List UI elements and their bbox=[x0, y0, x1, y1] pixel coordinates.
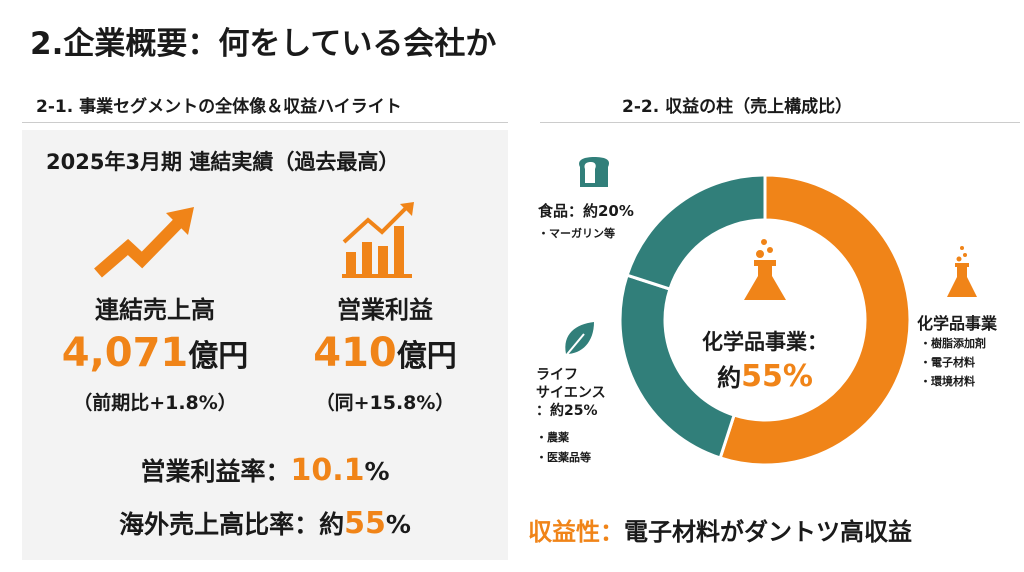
donut-chart bbox=[618, 173, 912, 467]
food-item: ・マーガリン等 bbox=[538, 227, 615, 240]
life-title-line2: サイエンス bbox=[536, 385, 606, 401]
overseas-unit: % bbox=[385, 510, 411, 539]
flask-icon bbox=[744, 239, 786, 300]
margin-label: 営業利益率： bbox=[140, 457, 291, 486]
profitability-text: 電子材料がダントツ高収益 bbox=[624, 518, 912, 546]
margin-value: 10.1 bbox=[290, 453, 365, 488]
profit-unit: 億円 bbox=[396, 339, 457, 374]
section-heading-left: 2-1. 事業セグメントの全体像＆収益ハイライト bbox=[36, 97, 402, 117]
life-title-line3: ：約25% bbox=[536, 403, 598, 419]
life-science-label: ライフ サイエンス ：約25% bbox=[536, 366, 606, 420]
chem-label: 化学品事業 bbox=[917, 314, 998, 333]
divider bbox=[540, 122, 1020, 123]
page-title: 2.企業概要：何をしている会社か bbox=[30, 26, 497, 62]
profit-value: 410億円 bbox=[280, 330, 490, 376]
center-prefix: 約 bbox=[717, 364, 742, 392]
center-percent: 55% bbox=[741, 359, 813, 394]
divider bbox=[22, 122, 508, 123]
center-value: 約55% bbox=[680, 358, 850, 394]
flask-icon bbox=[947, 246, 977, 297]
margin-unit: % bbox=[364, 457, 390, 486]
overseas-label: 海外売上高比率：約 bbox=[119, 510, 345, 539]
highlight-panel bbox=[22, 130, 508, 560]
profitability-note: 収益性：電子材料がダントツ高収益 bbox=[528, 512, 912, 547]
donut-slice-2 bbox=[625, 173, 767, 291]
chem-item: ・樹脂添加剤 bbox=[920, 337, 986, 350]
period-heading: 2025年3月期 連結実績（過去最高） bbox=[46, 150, 400, 174]
food-label: 食品：約20% bbox=[538, 202, 634, 220]
center-label: 化学品事業： bbox=[702, 330, 828, 354]
sales-label: 連結売上高 bbox=[95, 296, 215, 324]
life-item: ・医薬品等 bbox=[536, 451, 591, 464]
bar-chart-growth-icon bbox=[342, 202, 414, 278]
chem-items: ・樹脂添加剤 ・電子材料 ・環境材料 bbox=[920, 334, 986, 391]
sales-value: 4,071億円 bbox=[30, 330, 280, 376]
sales-change: （前期比+1.8%） bbox=[73, 392, 237, 414]
operating-margin: 営業利益率：10.1% bbox=[30, 452, 500, 488]
sales-number: 4,071 bbox=[61, 330, 189, 376]
trend-up-arrow-icon bbox=[94, 207, 194, 278]
bread-icon bbox=[579, 157, 610, 187]
profit-change: （同+15.8%） bbox=[315, 392, 455, 414]
profit-number: 410 bbox=[313, 330, 397, 376]
section-heading-right: 2-2. 収益の柱（売上構成比） bbox=[622, 97, 853, 117]
chem-item: ・電子材料 bbox=[920, 356, 975, 369]
overseas-value: 55 bbox=[344, 506, 386, 541]
profitability-label: 収益性： bbox=[528, 518, 624, 546]
leaf-icon bbox=[563, 322, 594, 358]
overseas-ratio: 海外売上高比率：約55% bbox=[30, 505, 500, 541]
profit-label: 営業利益 bbox=[337, 296, 433, 324]
life-items: ・農薬 ・医薬品等 bbox=[536, 428, 591, 468]
chem-item: ・環境材料 bbox=[920, 375, 975, 388]
life-title-line1: ライフ bbox=[536, 367, 578, 383]
life-item: ・農薬 bbox=[536, 431, 569, 444]
sales-unit: 億円 bbox=[188, 339, 249, 374]
donut-slice-0 bbox=[718, 173, 912, 467]
